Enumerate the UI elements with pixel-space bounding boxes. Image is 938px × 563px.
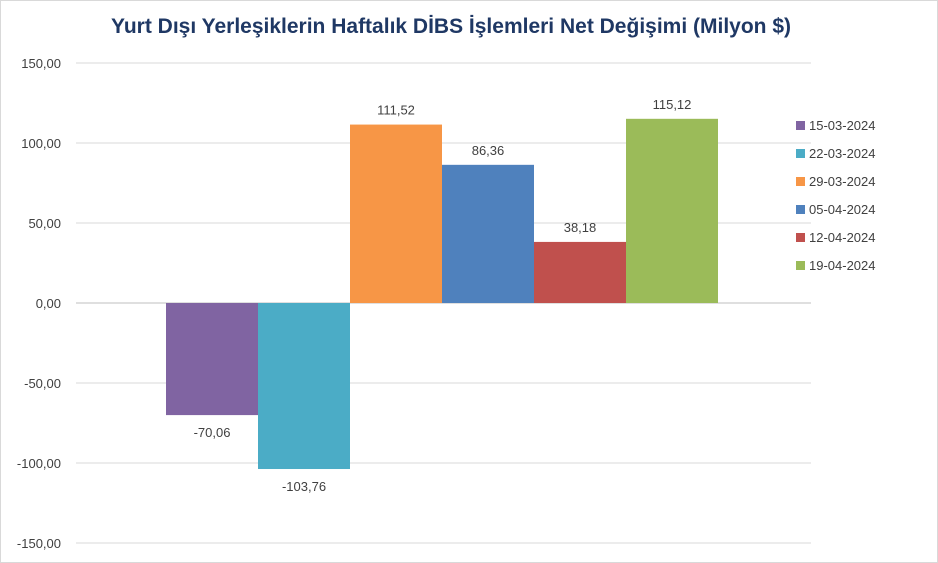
legend-swatch [796, 177, 805, 186]
legend-label: 29-03-2024 [809, 174, 876, 189]
data-label: 111,52 [377, 103, 415, 118]
bar [166, 303, 258, 416]
bar [626, 118, 718, 303]
y-tick-label: -150,00 [17, 536, 61, 551]
legend-swatch [796, 233, 805, 242]
legend-swatch [796, 121, 805, 130]
y-tick-label: 0,00 [36, 296, 61, 311]
legend-swatch [796, 149, 805, 158]
y-tick-label: 100,00 [21, 136, 61, 151]
y-tick-label: 150,00 [21, 56, 61, 71]
y-tick-label: -50,00 [24, 376, 61, 391]
legend-label: 22-03-2024 [809, 146, 876, 161]
data-label: -70,06 [194, 425, 231, 440]
data-label: -103,76 [282, 479, 326, 494]
data-label: 86,36 [472, 143, 505, 158]
bar [534, 241, 626, 303]
legend-label: 05-04-2024 [809, 202, 876, 217]
legend-swatch [796, 261, 805, 270]
chart-title: Yurt Dışı Yerleşiklerin Haftalık DİBS İş… [110, 15, 792, 38]
bar [350, 124, 442, 304]
legend-swatch [796, 205, 805, 214]
bar [258, 303, 350, 470]
legend-label: 19-04-2024 [809, 258, 876, 273]
legend-label: 12-04-2024 [809, 230, 876, 245]
bar [442, 164, 534, 303]
legend-label: 15-03-2024 [809, 118, 876, 133]
data-label: 115,12 [653, 97, 692, 112]
y-tick-label: 50,00 [28, 216, 61, 231]
y-tick-label: -100,00 [17, 456, 61, 471]
data-label: 38,18 [564, 220, 597, 235]
